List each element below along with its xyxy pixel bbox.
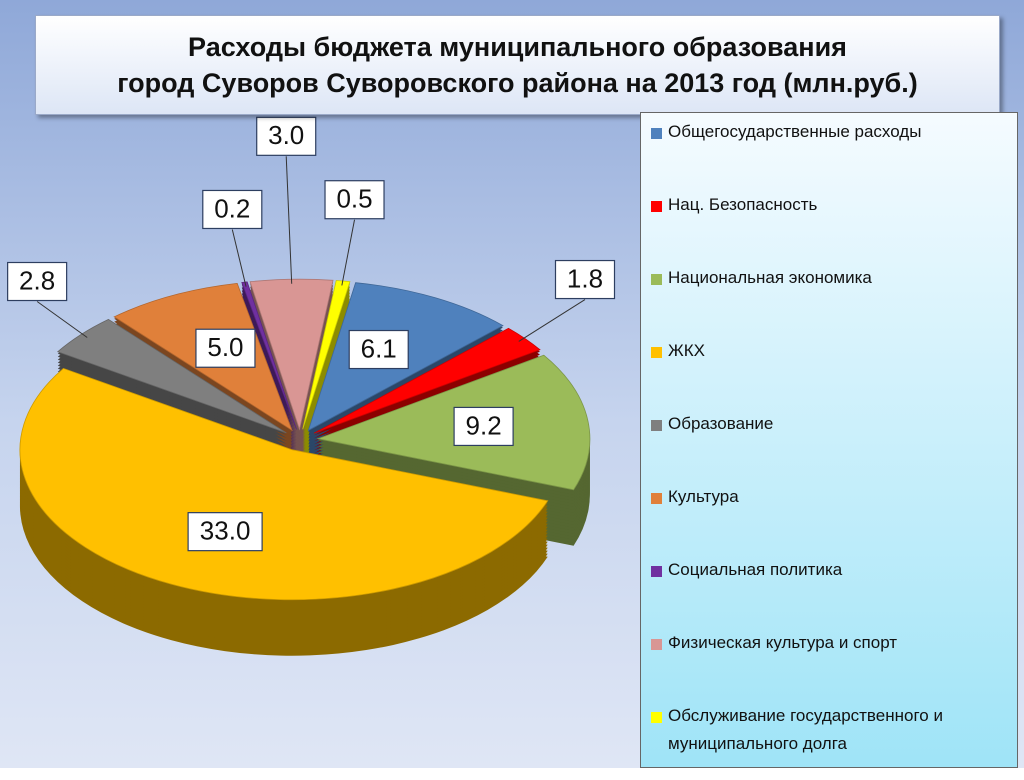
leader-line [518, 299, 586, 342]
legend-swatch [651, 566, 662, 577]
legend-item: Образование [649, 414, 1009, 488]
leader-line [341, 219, 356, 286]
legend-label: Социальная политика [668, 560, 843, 579]
value-label: 9.2 [466, 410, 502, 440]
leader-line [285, 156, 293, 284]
legend-swatch [651, 347, 662, 358]
title-box: Расходы бюджета муниципального образован… [35, 15, 1000, 115]
value-label: 2.8 [19, 265, 55, 295]
slice-side [241, 289, 297, 438]
value-label: 6.1 [361, 333, 397, 363]
legend-swatch [651, 274, 662, 285]
slice-side [302, 297, 350, 447]
legend-label: Обслуживание государственного и муниципа… [668, 706, 943, 753]
value-label: 33.0 [200, 516, 251, 546]
slice-side [302, 288, 350, 438]
value-label-box [324, 180, 385, 220]
chart-title: город Суворов Суворовского района на 201… [117, 68, 918, 98]
value-label: 1.8 [567, 263, 603, 293]
legend-label: Физическая культура и спорт [668, 633, 898, 652]
legend-item: ЖКХ [649, 341, 1009, 415]
chart-title: Расходы бюджета муниципального образован… [188, 32, 847, 62]
legend-label: Национальная экономика [668, 268, 872, 287]
legend-item: Обслуживание государственного и муниципа… [649, 706, 1009, 780]
legend-label: Культура [668, 487, 739, 506]
legend-item: Нац. Безопасность [649, 195, 1009, 269]
legend-item: Социальная политика [649, 560, 1009, 634]
legend-swatch [651, 201, 662, 212]
legend-swatch [651, 639, 662, 650]
value-label: 3.0 [268, 120, 304, 150]
value-label-box [348, 329, 409, 370]
legend-swatch [651, 712, 662, 723]
legend-item: Национальная экономика [649, 268, 1009, 342]
slice-side [302, 291, 350, 441]
value-label: 0.2 [214, 193, 250, 223]
value-label: 5.0 [207, 332, 243, 362]
leader-line [231, 229, 247, 287]
value-label-box [453, 406, 514, 447]
slice [19, 367, 549, 601]
slice-side [241, 286, 297, 435]
legend-item: Общегосударственные расходы [649, 122, 1009, 196]
value-label-box [195, 328, 256, 368]
value-label-box [256, 116, 317, 156]
legend-item: Физическая культура и спорт [649, 633, 1009, 707]
slice [57, 318, 287, 434]
value-label-box [187, 512, 263, 552]
slice-side [241, 283, 297, 432]
leader-line [36, 301, 88, 338]
legend-swatch [651, 493, 662, 504]
value-label: 0.5 [336, 184, 372, 214]
value-label-box [7, 261, 68, 302]
slice-side [302, 285, 350, 435]
legend-swatch [651, 128, 662, 139]
slice-side [302, 294, 350, 444]
slice [313, 327, 541, 434]
legend: Общегосударственные расходы Нац. Безопасн… [640, 112, 1018, 768]
value-label-box [554, 259, 616, 300]
legend-label: Образование [668, 414, 774, 433]
legend-swatch [651, 420, 662, 431]
value-label-box [202, 189, 263, 230]
legend-label: Общегосударственные расходы [668, 122, 922, 141]
legend-label: Нац. Безопасность [668, 195, 818, 214]
legend-label: ЖКХ [668, 341, 705, 360]
legend-item: Культура [649, 487, 1009, 561]
